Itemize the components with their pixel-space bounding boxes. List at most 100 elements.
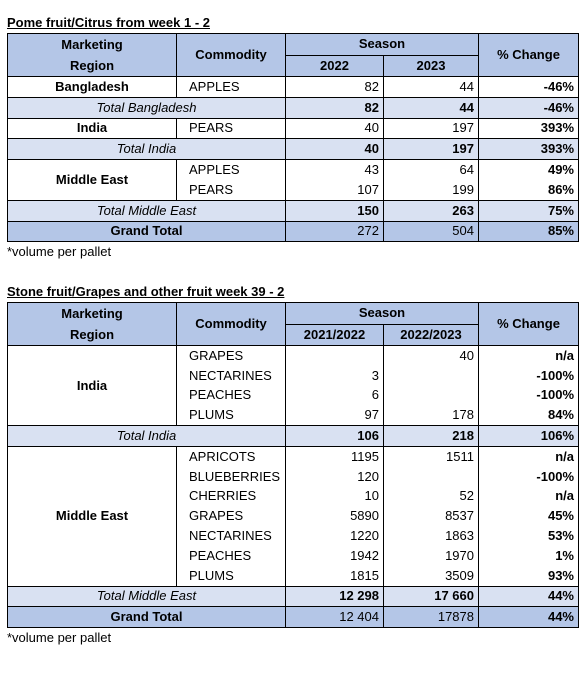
change-cell: -100% [478,365,579,386]
header-cell: Marketing Region [7,302,177,346]
commodity-cell: NECTARINES [176,365,286,386]
value-cell: 1511 [383,446,479,467]
value-cell: 199 [383,179,479,201]
change-cell: -100% [478,385,579,406]
data-row: Middle East APRICOTS 1195 1511 n/a [7,446,579,587]
region-cell: India [7,118,177,139]
change-cell: n/a [478,486,579,507]
value-cell: 44 [383,76,479,98]
value-cell: 1195 [285,446,384,467]
value-cell: 10 [285,486,384,507]
grand-total-row: Grand Total 272 504 85% [7,220,579,242]
value-cell [285,345,384,366]
header-cell: 2023 [383,54,479,77]
value-cell [383,385,479,406]
footnote: *volume per pallet [7,244,112,260]
value-cell: 107 [285,179,384,201]
value-cell: 218 [383,425,479,447]
value-cell: 82 [285,76,384,98]
change-cell: -100% [478,466,579,487]
data-table: Marketing Region Commodity Season% Change 2… [7,302,579,629]
commodity-cell: PEARS [176,179,286,201]
value-cell: 17 660 [383,585,479,608]
data-row: GRAPES 5890 8537 45% [8,506,579,527]
total-row: Total India 106 218 106% [7,425,579,447]
value-cell: 44 [383,96,479,119]
header-cell: 2022 [285,54,384,77]
total-label: Total Middle East [7,199,286,222]
header-cell: Commodity [176,33,286,77]
data-row: Middle East APPLES 43 64 49% [7,159,579,201]
region-cell: Middle East [7,159,177,201]
data-row: India PEARS 40 197 393% [7,118,579,139]
change-cell: 393% [478,138,579,161]
change-cell: 1% [478,545,579,566]
commodity-cell: CHERRIES [176,486,286,507]
change-cell: 44% [478,606,579,628]
change-cell: -46% [478,96,579,119]
value-cell: 40 [285,138,384,161]
header-cell: Marketing Region [7,33,177,77]
data-row: PLUMS 97 178 84% [8,405,579,426]
value-cell: 106 [285,425,384,447]
commodity-cell: GRAPES [176,506,286,527]
grand-total-row: Grand Total 12 404 17878 44% [7,606,579,628]
change-cell: 393% [478,118,579,139]
total-row: Total Middle East 12 298 17 660 44% [7,585,579,608]
change-cell: n/a [478,345,579,366]
value-cell: 197 [383,138,479,161]
value-cell: 504 [383,220,479,242]
header-cell: 2022/2023 [383,323,479,346]
header-cell: Season [285,33,479,56]
table-body: India GRAPES 40 n/a NECTARINES 3 -100% PEACHES 6… [7,345,579,628]
commodity-cell: PEARS [176,118,286,139]
total-label: Total India [7,425,286,447]
header-row: Marketing Region Commodity Season% Change [7,302,579,346]
total-row: Total Middle East 150 263 75% [7,199,579,222]
commodity-cell: BLUEBERRIES [176,466,286,487]
grand-label: Grand Total [7,220,286,242]
value-cell: 17878 [383,606,479,628]
change-cell: 53% [478,526,579,546]
header-cell: Season [285,302,479,325]
value-cell: 263 [383,199,479,222]
table-title: Stone fruit/Grapes and other fruit week … [7,284,285,299]
value-cell: 43 [285,159,384,180]
commodity-cell: APPLES [176,76,286,98]
header-cell: 2021/2022 [285,323,384,346]
header-cell: Commodity [176,302,286,346]
change-cell: 49% [478,159,579,180]
data-table: Marketing Region Commodity Season% Change 2… [7,33,579,243]
value-cell: 40 [383,345,479,366]
value-cell: 1220 [285,526,384,546]
value-cell: 12 404 [285,606,384,628]
value-cell: 120 [285,466,384,487]
header-cell: % Change [478,33,579,77]
change-cell: 44% [478,585,579,608]
table-title: Pome fruit/Citrus from week 1 - 2 [7,15,210,30]
total-row: Total Bangladesh 82 44 -46% [7,96,579,119]
value-cell: 40 [285,118,384,139]
change-cell: n/a [478,446,579,467]
data-row: CHERRIES 10 52 n/a [8,486,579,507]
value-cell: 12 298 [285,585,384,608]
region-cell: Bangladesh [7,76,177,98]
value-cell: 97 [285,405,384,426]
change-cell: 85% [478,220,579,242]
region-cell: India [7,345,177,426]
data-row: PLUMS 1815 3509 93% [8,565,579,587]
value-cell: 3509 [383,565,479,587]
change-cell: 75% [478,199,579,222]
value-cell: 52 [383,486,479,507]
grand-label: Grand Total [7,606,286,628]
value-cell: 82 [285,96,384,119]
header-cell: % Change [478,302,579,346]
data-row: Bangladesh APPLES 82 44 -46% [7,76,579,98]
table-section: Pome fruit/Citrus from week 1 - 2 Marketi… [7,13,579,262]
value-cell: 178 [383,405,479,426]
change-cell: 93% [478,565,579,587]
change-cell: 84% [478,405,579,426]
commodity-cell: PEACHES [176,545,286,566]
change-cell: -46% [478,76,579,98]
